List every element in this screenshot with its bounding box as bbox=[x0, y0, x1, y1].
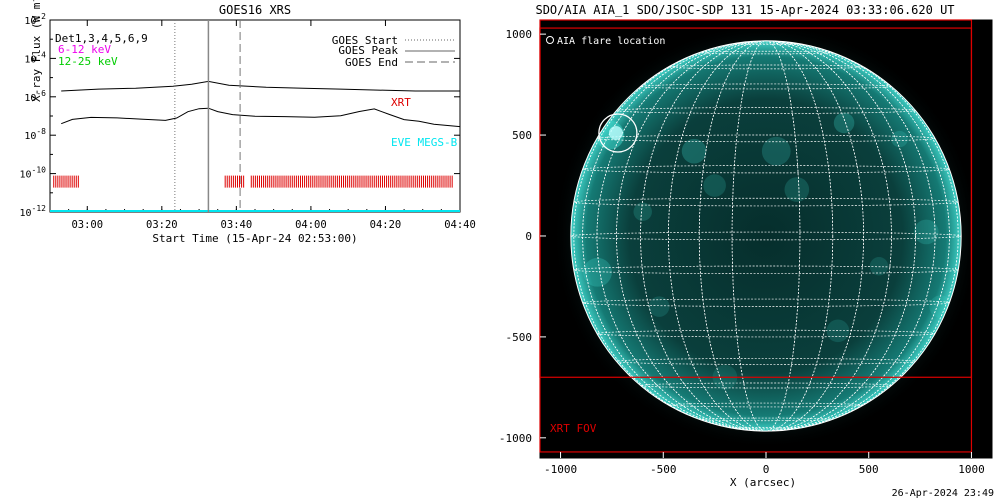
legend-detectors: Det1,3,4,5,6,9 bbox=[55, 32, 148, 45]
goes-long-channel-series bbox=[61, 80, 460, 92]
goes-xtick-label: 03:20 bbox=[146, 219, 178, 231]
active-region bbox=[583, 257, 612, 287]
aia-xtick-label: 1000 bbox=[958, 463, 985, 476]
xrt-fov-box-secondary bbox=[539, 19, 973, 378]
limb-outline bbox=[570, 40, 962, 432]
aia-xlabel: X (arcsec) bbox=[730, 476, 796, 489]
aia-flare-location-label: AIA flare location bbox=[557, 36, 665, 47]
goes-xtick-label: 03:00 bbox=[71, 219, 103, 231]
active-region bbox=[784, 177, 810, 202]
flare-location-legend-icon bbox=[546, 36, 554, 44]
active-region bbox=[891, 130, 908, 148]
legend-goes-peak: GOES Peak bbox=[338, 44, 398, 57]
goes-ytick-label: 10-10 bbox=[20, 166, 47, 181]
longitude-line bbox=[640, 40, 892, 432]
longitude-line bbox=[616, 40, 916, 432]
aia-xtick-label: -1000 bbox=[544, 463, 577, 476]
goes-xtick-label: 04:40 bbox=[444, 219, 476, 231]
active-region bbox=[761, 136, 791, 166]
legend-6-12kev: 6-12 keV bbox=[58, 43, 111, 56]
aia-ytick-label: 1000 bbox=[506, 28, 533, 41]
aia-xtick-label: 0 bbox=[763, 463, 770, 476]
latitude-line bbox=[570, 231, 962, 241]
goes-ytick-label: 10-4 bbox=[24, 50, 46, 65]
active-region bbox=[648, 296, 670, 317]
active-region bbox=[703, 174, 726, 197]
flare-location-circle bbox=[598, 113, 638, 153]
longitude-line bbox=[582, 40, 950, 432]
goes-short-channel-series bbox=[61, 107, 461, 128]
goes-ytick-label: 10-2 bbox=[24, 12, 46, 27]
goes-ytick-label: 10-6 bbox=[24, 89, 46, 104]
active-region bbox=[869, 257, 889, 276]
aia-ytick-label: -1000 bbox=[499, 432, 532, 445]
label-xrt: XRT bbox=[391, 96, 411, 109]
aia-xtick-label: 500 bbox=[859, 463, 879, 476]
aia-ytick-label: 500 bbox=[512, 129, 532, 142]
flare-bright-kernel bbox=[608, 126, 623, 141]
active-region bbox=[681, 138, 707, 164]
longitude-line bbox=[596, 40, 936, 432]
aia-ytick-label: -500 bbox=[506, 331, 533, 344]
aia-image: SDO/AIA AIA_1 SDO/JSOC-SDP 131 15-Apr-20… bbox=[499, 3, 993, 489]
aia-ytick-label: 0 bbox=[525, 230, 532, 243]
aia-legend: AIA flare location bbox=[546, 36, 665, 47]
active-region bbox=[833, 112, 855, 134]
legend-12-25kev: 12-25 keV bbox=[58, 55, 118, 68]
goes-ytick-label: 10-12 bbox=[20, 204, 47, 219]
goes-ylabel: X-ray Flux (W m-2) bbox=[29, 0, 43, 102]
goes-xrs-chart: GOES16 XRS 10-12 10-10 10-8 10-6 10-4 10-2 03:… bbox=[20, 0, 476, 245]
goes-title: GOES16 XRS bbox=[219, 3, 291, 17]
xrt-fov-label: XRT FOV bbox=[550, 422, 597, 435]
goes-xtick-label: 04:00 bbox=[295, 219, 327, 231]
goes-xtick-label: 03:40 bbox=[221, 219, 253, 231]
goes-ytick-label: 10-8 bbox=[24, 127, 46, 142]
active-region bbox=[633, 202, 652, 221]
goes-xlabel: Start Time (15-Apr-24 02:53:00) bbox=[152, 232, 357, 245]
solar-disk bbox=[570, 40, 962, 432]
goes-xrs-plot: GOES16 XRS 10-12 10-10 10-8 10-6 10-4 10-2 03:… bbox=[0, 0, 480, 260]
aia-xtick-label: -500 bbox=[650, 463, 677, 476]
aia-image-panel: SDO/AIA AIA_1 SDO/JSOC-SDP 131 15-Apr-20… bbox=[490, 0, 1000, 500]
longitude-line bbox=[698, 40, 834, 432]
label-eve-megs-b: EVE MEGS-B bbox=[391, 136, 458, 149]
legend-goes-start: GOES Start bbox=[332, 34, 398, 47]
legend-goes-end: GOES End bbox=[345, 56, 398, 69]
goes-xtick-label: 04:20 bbox=[370, 219, 402, 231]
longitude-line bbox=[573, 40, 959, 432]
longitude-line bbox=[731, 40, 801, 432]
aia-title: SDO/AIA AIA_1 SDO/JSOC-SDP 131 15-Apr-20… bbox=[535, 3, 954, 17]
footer-timestamp: 26-Apr-2024 23:49 bbox=[891, 488, 994, 499]
